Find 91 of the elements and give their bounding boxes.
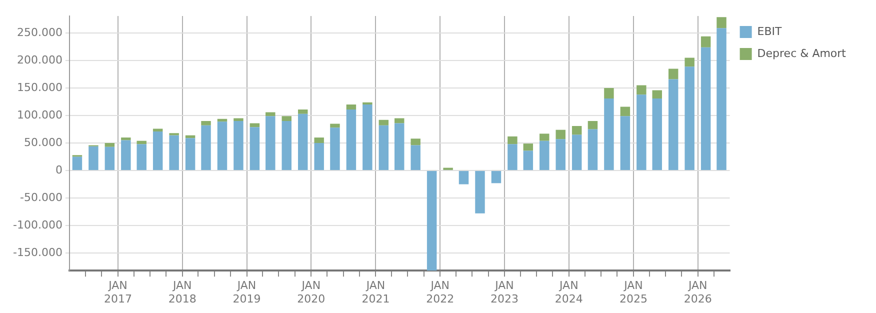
bar <box>250 127 260 170</box>
x-tick-label: JAN 2020 <box>297 279 326 306</box>
y-tick-label: -100.000 <box>12 218 62 232</box>
bar <box>523 144 534 151</box>
bar <box>668 79 678 170</box>
y-tick-label: 200.000 <box>16 53 62 66</box>
bar <box>410 138 420 146</box>
bar <box>346 109 356 170</box>
bar <box>604 98 614 170</box>
x-tick-label: JAN 2026 <box>684 279 712 306</box>
bar <box>475 171 485 214</box>
x-tick-label: JAN 2025 <box>619 279 648 306</box>
bar <box>378 120 389 126</box>
bar <box>266 112 276 116</box>
bar <box>201 125 211 170</box>
bar <box>104 143 115 147</box>
y-tick-label: 0 <box>55 163 62 176</box>
bar <box>588 129 598 170</box>
bar <box>508 136 518 144</box>
bar <box>700 47 711 170</box>
bar <box>330 124 340 128</box>
bar <box>458 171 469 184</box>
bar <box>572 126 582 135</box>
bar <box>684 66 694 170</box>
x-tick-label: JAN 2023 <box>490 279 519 306</box>
y-tick-label: 250.000 <box>16 26 62 39</box>
bar <box>169 135 179 170</box>
bar <box>152 128 163 132</box>
bar <box>121 140 131 170</box>
x-tick-label: JAN 2018 <box>168 279 196 306</box>
bar <box>540 134 550 141</box>
bar <box>234 121 244 170</box>
bar <box>298 109 308 114</box>
y-tick-label: 100.000 <box>16 108 62 122</box>
bar <box>217 122 228 170</box>
x-tick-label: JAN 2022 <box>426 279 454 306</box>
bar <box>362 104 372 170</box>
y-tick-label: 50.000 <box>24 136 62 149</box>
bar <box>588 121 598 130</box>
bar <box>362 102 372 105</box>
bar <box>88 146 98 170</box>
bar <box>636 94 646 170</box>
bar <box>314 138 324 144</box>
legend-label: EBIT <box>757 24 782 38</box>
bar <box>508 144 518 170</box>
bar <box>700 36 711 48</box>
bar <box>716 17 726 28</box>
bar <box>282 116 292 122</box>
bar <box>201 121 211 126</box>
bar <box>394 123 404 170</box>
bar <box>491 171 502 184</box>
bar <box>104 146 115 170</box>
y-tick-label: -150.000 <box>12 246 62 259</box>
bar <box>636 85 646 95</box>
bar <box>572 134 582 170</box>
bar <box>152 131 163 170</box>
bar <box>668 68 678 80</box>
x-tick-label: JAN 2019 <box>232 279 261 306</box>
bar <box>330 128 340 170</box>
bar <box>346 104 356 110</box>
bar <box>652 98 662 170</box>
bar <box>121 138 131 140</box>
bar <box>716 28 726 170</box>
bar <box>410 145 420 170</box>
bar <box>604 88 614 98</box>
bar <box>185 138 196 170</box>
bar <box>282 121 292 170</box>
x-tick-label: JAN 2021 <box>362 279 390 306</box>
bar <box>250 123 260 128</box>
bar <box>72 156 82 170</box>
bar <box>314 143 324 170</box>
bar <box>426 171 437 271</box>
bar <box>136 144 146 170</box>
x-tick-label: JAN 2017 <box>104 279 132 306</box>
bar <box>378 125 389 170</box>
bar <box>540 140 550 170</box>
y-tick-label: -50.000 <box>20 190 62 204</box>
bar <box>652 90 662 98</box>
bar <box>234 118 244 122</box>
bar <box>136 140 146 144</box>
bar <box>556 139 566 170</box>
bar <box>556 130 566 140</box>
x-tick-label: JAN 2024 <box>554 279 583 306</box>
bar <box>523 150 534 170</box>
bar <box>620 106 630 116</box>
bar <box>298 114 308 170</box>
bar <box>684 58 694 67</box>
bar <box>620 116 630 170</box>
bar <box>266 116 276 170</box>
y-tick-label: 150.000 <box>16 80 62 94</box>
legend-label: Deprec & Amort <box>757 46 847 60</box>
